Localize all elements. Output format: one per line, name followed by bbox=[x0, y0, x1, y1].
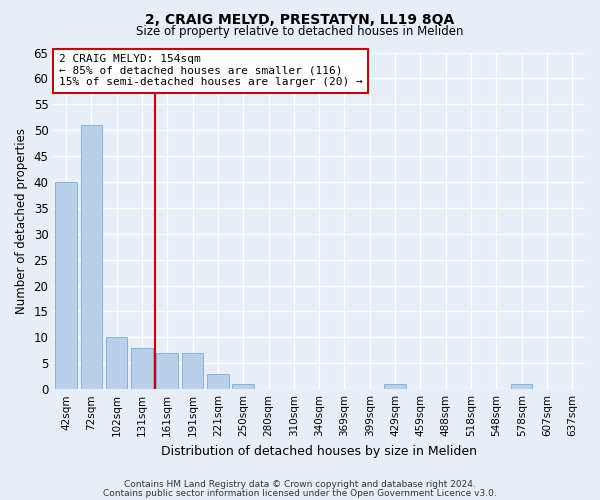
Bar bbox=[232, 384, 254, 389]
Bar bbox=[80, 125, 102, 389]
Text: Size of property relative to detached houses in Meliden: Size of property relative to detached ho… bbox=[136, 25, 464, 38]
Text: Contains HM Land Registry data © Crown copyright and database right 2024.: Contains HM Land Registry data © Crown c… bbox=[124, 480, 476, 489]
Bar bbox=[182, 353, 203, 389]
Bar bbox=[131, 348, 152, 389]
Bar bbox=[55, 182, 77, 389]
Bar bbox=[511, 384, 532, 389]
Text: 2 CRAIG MELYD: 154sqm
← 85% of detached houses are smaller (116)
15% of semi-det: 2 CRAIG MELYD: 154sqm ← 85% of detached … bbox=[59, 54, 362, 88]
Bar bbox=[106, 338, 127, 389]
Bar bbox=[207, 374, 229, 389]
Bar bbox=[157, 353, 178, 389]
X-axis label: Distribution of detached houses by size in Meliden: Distribution of detached houses by size … bbox=[161, 444, 477, 458]
Text: Contains public sector information licensed under the Open Government Licence v3: Contains public sector information licen… bbox=[103, 488, 497, 498]
Y-axis label: Number of detached properties: Number of detached properties bbox=[15, 128, 28, 314]
Bar bbox=[385, 384, 406, 389]
Text: 2, CRAIG MELYD, PRESTATYN, LL19 8QA: 2, CRAIG MELYD, PRESTATYN, LL19 8QA bbox=[145, 12, 455, 26]
